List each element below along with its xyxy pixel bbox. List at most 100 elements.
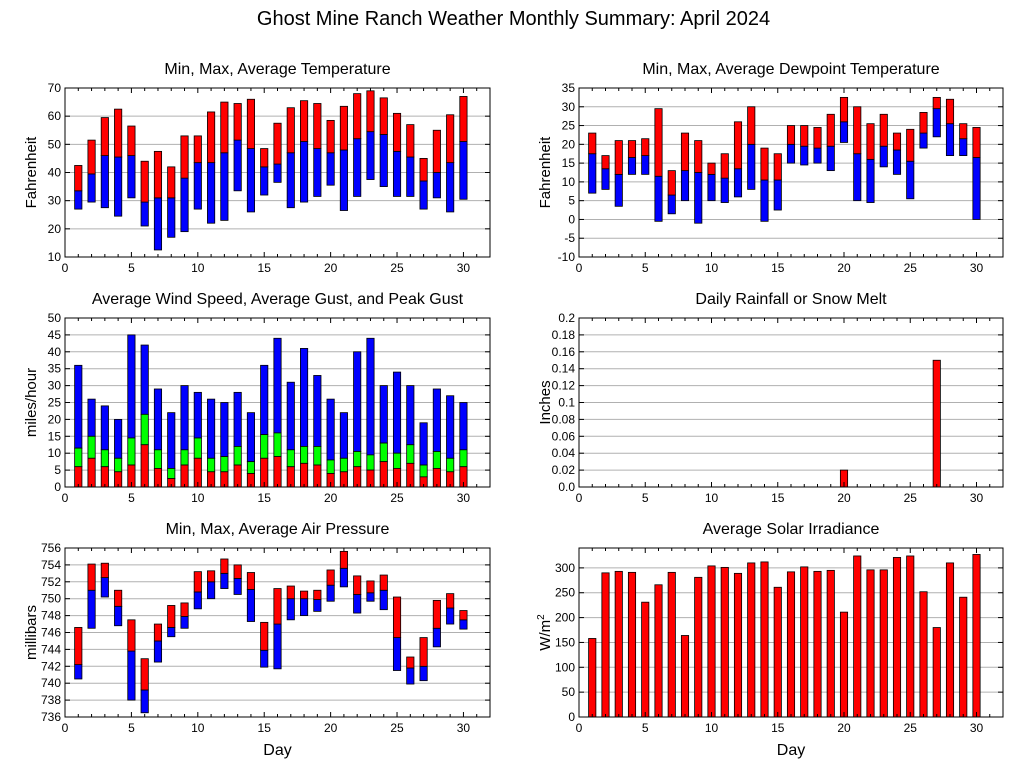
dewpoint-min-avg-bar (959, 138, 968, 156)
dewpoint-min-avg-bar (866, 158, 875, 203)
temperature-avg-max-bar (140, 160, 149, 203)
dewpoint-ytick-label: 5 (568, 194, 575, 208)
pressure-chart: 736 738 740 742 744 746 748 750 752 754 756 0 5 10 15 2… (23, 521, 491, 759)
solar-ylabel: W/m2 (536, 614, 554, 651)
wind-avg-gust-bar (366, 454, 375, 471)
dewpoint-avg-max-bar (839, 96, 849, 123)
pressure-ytick-label: 744 (41, 642, 61, 656)
solar-bar (641, 601, 650, 718)
wind-xtick-label: 30 (457, 491, 471, 505)
temperature-avg-max-bar (260, 148, 269, 168)
wind-avg-gust-bar (300, 446, 309, 464)
dewpoint-ytick-label: 35 (562, 81, 576, 95)
temperature-min-avg-bar (419, 180, 428, 210)
temperature-avg-max-bar (87, 139, 96, 175)
pressure-avg-max-bar (140, 658, 149, 691)
temperature-ytick-label: 50 (48, 137, 62, 151)
temperature-min-avg-bar (167, 197, 176, 238)
wind-ytick-label: 40 (48, 345, 62, 359)
dewpoint-min-avg-bar (627, 157, 637, 175)
rain-xtick-label: 15 (771, 491, 785, 505)
wind-peak-gust-bar (300, 348, 309, 447)
wind-ytick-label: 35 (48, 362, 62, 376)
temperature-min-avg-bar (140, 201, 149, 227)
pressure-min-avg-bar (233, 578, 242, 595)
temperature-xtick-label: 20 (324, 261, 338, 275)
wind-ytick-label: 25 (48, 396, 62, 410)
rain-ytick-label: 0.02 (552, 463, 576, 477)
dewpoint-min-avg-bar (694, 172, 703, 224)
wind-peak-gust-bar (233, 391, 242, 447)
wind-avg-gust-bar (432, 451, 441, 469)
rain-ytick-label: 0.0 (558, 480, 575, 494)
pressure-avg-max-bar (300, 590, 309, 600)
temperature-xtick-label: 5 (128, 261, 135, 275)
pressure-avg-max-bar (246, 572, 255, 590)
rain-ytick-label: 0.04 (552, 446, 576, 460)
rain-bar (932, 359, 941, 488)
wind-avg-gust-bar (313, 446, 322, 466)
wind-peak-gust-bar (114, 418, 123, 459)
wind-avg-gust-bar (459, 449, 468, 468)
dewpoint-avg-max-bar (654, 108, 663, 177)
dewpoint-chart-title: Min, Max, Average Dewpoint Temperature (642, 61, 939, 78)
temperature-min-avg-bar (153, 197, 163, 251)
pressure-min-avg-bar (114, 605, 123, 627)
dewpoint-avg-max-bar (786, 125, 796, 145)
temperature-avg-max-bar (220, 101, 229, 154)
pressure-min-avg-bar (419, 665, 428, 682)
dewpoint-min-avg-bar (826, 145, 835, 172)
wind-peak-gust-bar (100, 405, 109, 451)
pressure-min-avg-bar (286, 598, 295, 621)
pressure-xtick-label: 15 (258, 721, 272, 735)
dewpoint-min-avg-bar (879, 145, 888, 168)
wind-avg-gust-bar (207, 457, 216, 473)
pressure-min-avg-bar (339, 567, 348, 588)
temperature-chart-title: Min, Max, Average Temperature (164, 61, 390, 78)
temperature-ytick-label: 30 (48, 194, 62, 208)
wind-avg-speed-bar (273, 456, 282, 488)
solar-bar (813, 570, 822, 718)
solar-bar (866, 569, 875, 718)
temperature-avg-max-bar (100, 117, 109, 156)
wind-avg-gust-bar (406, 444, 415, 464)
dewpoint-min-avg-bar (839, 121, 849, 143)
solar-ytick-label: 50 (562, 685, 576, 699)
temperature-avg-max-bar (207, 111, 216, 164)
pressure-avg-max-bar (379, 574, 388, 591)
rain-ytick-label: 0.2 (558, 311, 575, 325)
pressure-min-avg-bar (140, 689, 149, 714)
temperature-ylabel: Fahrenheit (23, 136, 40, 209)
temperature-avg-max-bar (167, 166, 176, 199)
wind-peak-gust-bar (207, 398, 216, 459)
pressure-min-avg-bar (100, 577, 109, 598)
pressure-ytick-label: 754 (41, 558, 61, 572)
pressure-avg-max-bar (326, 569, 335, 586)
pressure-xtick-label: 20 (324, 721, 338, 735)
wind-avg-gust-bar (193, 437, 202, 459)
dewpoint-avg-max-bar (720, 153, 729, 179)
pressure-avg-max-bar (193, 571, 202, 593)
temperature-min-avg-bar (220, 152, 229, 221)
dewpoint-avg-max-bar (866, 123, 875, 160)
wind-peak-gust-bar (339, 412, 348, 459)
pressure-xtick-label: 5 (128, 721, 135, 735)
dewpoint-xtick-label: 30 (970, 261, 984, 275)
rain-xtick-label: 25 (904, 491, 918, 505)
wind-peak-gust-bar (313, 375, 322, 447)
temperature-ytick-label: 20 (48, 222, 62, 236)
wind-avg-gust-bar (353, 451, 362, 468)
solar-bar (614, 570, 623, 718)
pressure-min-avg-bar (87, 589, 96, 629)
solar-bar (760, 561, 769, 718)
temperature-avg-max-bar (114, 108, 123, 158)
temperature-avg-max-bar (459, 96, 468, 142)
solar-bar (627, 571, 637, 718)
wind-avg-speed-bar (313, 464, 322, 488)
temperature-min-avg-bar (406, 156, 415, 197)
solar-bar (694, 576, 703, 718)
dewpoint-avg-max-bar (813, 127, 822, 149)
dewpoint-min-avg-bar (614, 173, 623, 207)
pressure-min-avg-bar (180, 616, 189, 629)
solar-xtick-label: 15 (771, 721, 785, 735)
